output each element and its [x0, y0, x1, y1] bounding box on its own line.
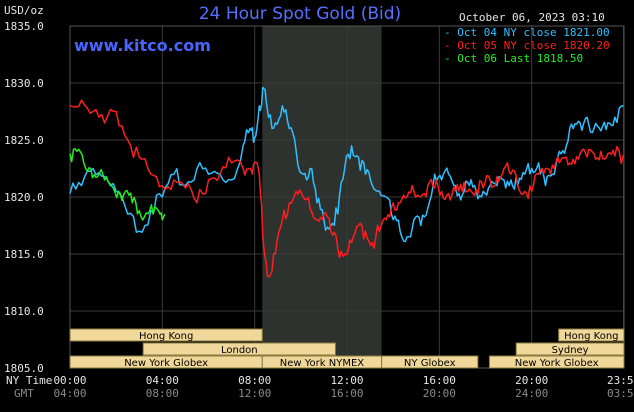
session-label: Hong Kong [139, 331, 193, 342]
y-tick-label: 1825.0 [4, 134, 44, 147]
session-label: New York Globex [124, 358, 208, 369]
x-gmt-label: 16:00 [330, 387, 363, 400]
y-tick-label: 1815.0 [4, 248, 44, 261]
y-tick-label: 1810.0 [4, 305, 44, 318]
session-bar [515, 342, 625, 356]
session-label: Hong Kong [564, 331, 618, 342]
x-gmt-label: 08:00 [146, 387, 179, 400]
ny-time-label: NY Time [6, 374, 52, 387]
chart-title: 24 Hour Spot Gold (Bid) [199, 4, 401, 24]
session-label: New York Globex [515, 358, 599, 369]
x-gmt-label: 12:00 [238, 387, 271, 400]
legend-entry: - Oct 05 NY close 1820.20 [444, 39, 610, 52]
x-tick-label: 20:00 [515, 374, 548, 387]
x-tick-label: 12:00 [330, 374, 363, 387]
gmt-label: GMT [14, 387, 34, 400]
x-gmt-label: 24:00 [515, 387, 548, 400]
x-tick-label: 23:59 [607, 374, 634, 387]
legend-entry: - Oct 04 NY close 1821.00 [444, 26, 610, 39]
session-label: New York NYMEX [280, 358, 365, 369]
legend-entry: - Oct 06 Last 1818.50 [444, 52, 583, 65]
x-gmt-label: 20:00 [423, 387, 456, 400]
y-tick-label: 1835.0 [4, 20, 44, 33]
legend: - Oct 04 NY close 1821.00- Oct 05 NY clo… [444, 26, 610, 65]
session-label: London [221, 345, 258, 356]
session-bar [488, 355, 625, 369]
y-tick-label: 1830.0 [4, 77, 44, 90]
session-bar [558, 328, 625, 342]
x-gmt-label: 03:59 [607, 387, 634, 400]
session-label: Sydney [552, 345, 589, 356]
x-tick-label: 08:00 [238, 374, 271, 387]
session-bar [381, 355, 479, 369]
x-tick-label: 16:00 [423, 374, 456, 387]
session-label: NY Globex [404, 358, 456, 369]
website-label: www.kitco.com [74, 36, 211, 55]
series-line-2 [69, 99, 625, 278]
y-tick-label: 1805.0 [4, 362, 44, 375]
x-gmt-label: 04:00 [53, 387, 86, 400]
session-bar [69, 328, 263, 342]
unit-label: USD/oz [4, 4, 44, 17]
y-tick-label: 1820.0 [4, 191, 44, 204]
x-tick-label: 04:00 [146, 374, 179, 387]
series-line-3 [69, 148, 166, 221]
x-tick-label: 00:00 [53, 374, 86, 387]
timestamp: October 06, 2023 03:10 [459, 11, 605, 24]
session-bar [142, 342, 336, 356]
